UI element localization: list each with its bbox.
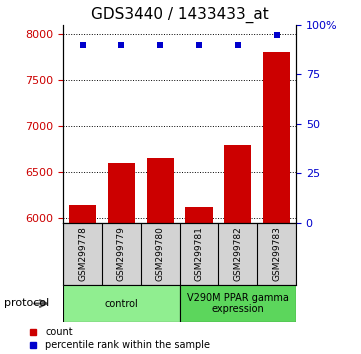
Text: control: control bbox=[105, 298, 138, 309]
Bar bbox=[180, 285, 296, 322]
Text: V290M PPAR gamma
expression: V290M PPAR gamma expression bbox=[187, 293, 289, 314]
Text: GSM299778: GSM299778 bbox=[78, 227, 87, 281]
Bar bbox=[69, 205, 96, 223]
Text: GSM299782: GSM299782 bbox=[233, 227, 242, 281]
Text: GSM299779: GSM299779 bbox=[117, 227, 126, 281]
Bar bbox=[263, 52, 290, 223]
Text: GSM299780: GSM299780 bbox=[156, 227, 165, 281]
Bar bbox=[108, 163, 135, 223]
Text: GSM299783: GSM299783 bbox=[272, 227, 281, 281]
Bar bbox=[147, 159, 174, 223]
Bar bbox=[186, 207, 213, 223]
Title: GDS3440 / 1433433_at: GDS3440 / 1433433_at bbox=[91, 7, 269, 23]
Text: GSM299781: GSM299781 bbox=[195, 227, 204, 281]
Bar bbox=[63, 285, 180, 322]
Bar bbox=[224, 145, 251, 223]
Text: protocol: protocol bbox=[4, 298, 49, 308]
Legend: count, percentile rank within the sample: count, percentile rank within the sample bbox=[23, 327, 210, 350]
